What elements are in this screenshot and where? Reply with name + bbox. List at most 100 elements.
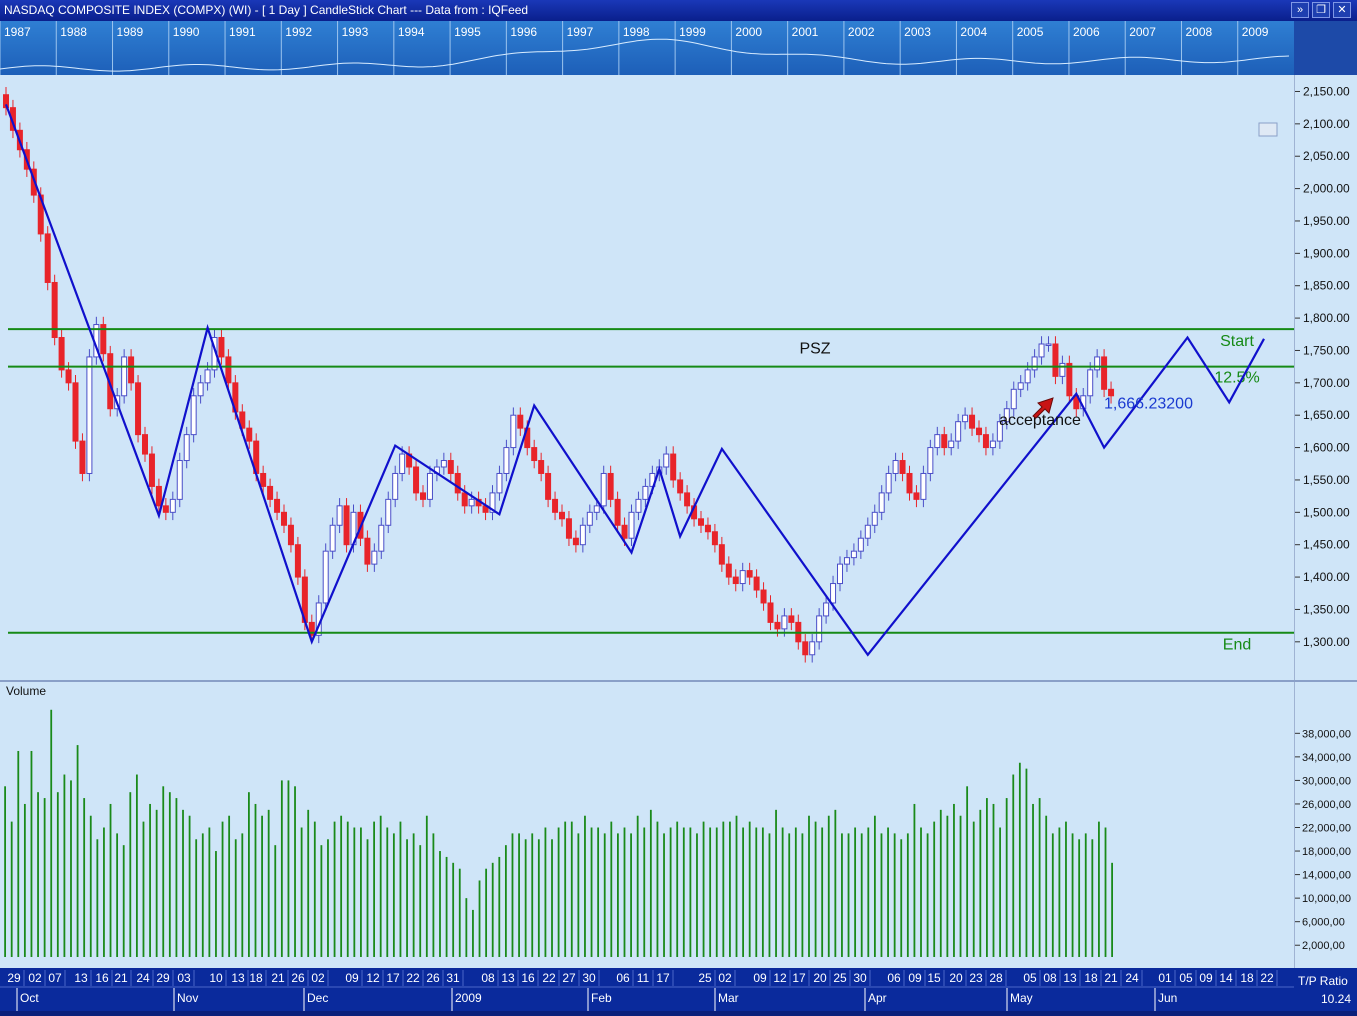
candle-body — [308, 621, 315, 636]
day-label: 09 — [345, 971, 359, 985]
month-label: Dec — [307, 991, 328, 1005]
candle-body — [663, 453, 670, 468]
overview-chart: 1987 1988 1989 1990 1991 1992 1993 1994 1995 1996… — [0, 21, 1290, 75]
volume-bar — [1111, 862, 1113, 957]
window-title: NASDAQ COMPOSITE INDEX (COMPX) (WI) - [ … — [4, 3, 529, 17]
chart-settings-icon — [1258, 122, 1278, 137]
volume-bar — [748, 821, 751, 957]
day-label: 18 — [249, 971, 263, 985]
volume-bar — [1012, 774, 1015, 957]
candle-body — [86, 356, 93, 474]
panel-divider[interactable] — [0, 680, 1357, 682]
day-label: 30 — [582, 971, 596, 985]
day-label: 25 — [698, 971, 712, 985]
volume-title: Volume — [6, 684, 46, 698]
overview-year-label: 1992 — [285, 25, 312, 39]
candle-body — [447, 460, 454, 474]
volume-bar — [182, 809, 184, 957]
volume-bar — [537, 839, 540, 957]
candle-body — [670, 453, 677, 481]
volume-bar — [966, 786, 969, 957]
close-icon[interactable]: ✕ — [1333, 2, 1351, 18]
volume-axis[interactable]: 2,000,00 6,000,00 10,000,00 14,000,00 18,000… — [1294, 682, 1357, 968]
price-axis[interactable]: 1,300.00 1,350.00 1,400.00 1,450.00 1,500.00… — [1294, 75, 1357, 680]
candle-body — [552, 498, 559, 513]
volume-panel[interactable]: Volume — [0, 682, 1294, 968]
day-label: 26 — [426, 971, 440, 985]
candle-body — [899, 460, 906, 474]
candle-body — [72, 382, 79, 442]
candle-body — [572, 537, 579, 546]
day-label: 27 — [562, 971, 576, 985]
candle-body — [1045, 343, 1052, 346]
day-label: 22 — [1260, 971, 1274, 985]
volume-tick-label: 38,000,00 — [1302, 728, 1351, 740]
volume-tick-label: 10,000,00 — [1302, 893, 1351, 905]
time-axis[interactable]: 29 02 07 13 16 21 24 29 03 10 13 18 21 26 02 09 12 17 22 26… — [0, 968, 1294, 1011]
day-label: 09 — [908, 971, 922, 985]
candle-body — [621, 524, 628, 539]
volume-bar — [392, 833, 395, 957]
day-label: 21 — [114, 971, 128, 985]
candle-body — [885, 472, 892, 494]
overview-strip[interactable]: 1987 1988 1989 1990 1991 1992 1993 1994 1995 1996… — [0, 21, 1294, 75]
candle-body — [461, 492, 468, 507]
volume-bar — [827, 815, 830, 957]
volume-bar — [900, 839, 903, 957]
volume-bar — [267, 809, 270, 957]
candle-body — [1024, 369, 1031, 384]
day-label: 31 — [446, 971, 460, 985]
price-tick-label: 2,100.00 — [1303, 117, 1350, 131]
day-label: 29 — [7, 971, 21, 985]
volume-bar — [1098, 821, 1100, 957]
candle-body — [142, 434, 148, 455]
level-label: Start — [1220, 333, 1254, 350]
volume-bar — [175, 798, 178, 957]
candle-body — [718, 544, 725, 565]
day-label: 05 — [1023, 971, 1037, 985]
volume-bar — [814, 821, 817, 957]
volume-bar — [1091, 839, 1094, 957]
day-label: 11 — [637, 971, 650, 985]
volume-bar — [920, 827, 922, 957]
candle-body — [1038, 343, 1045, 358]
candle-body — [962, 414, 969, 423]
volume-bar — [76, 745, 79, 957]
day-label: 29 — [156, 971, 170, 985]
candle-body — [281, 511, 287, 526]
day-label: 10 — [209, 971, 223, 985]
day-label: 18 — [1240, 971, 1254, 985]
volume-tick-label: 18,000,00 — [1302, 846, 1351, 858]
volume-bar — [841, 833, 843, 957]
day-label: 09 — [1199, 971, 1213, 985]
candle-body — [148, 453, 155, 487]
candle-body — [545, 472, 552, 500]
candle-body — [378, 524, 385, 552]
day-label: 17 — [656, 971, 670, 985]
candle-body — [934, 434, 941, 449]
volume-bar — [557, 827, 560, 957]
volume-bar — [933, 821, 936, 957]
price-panel[interactable]: Start 12.5% End PSZ acceptance 1,666.23200 — [0, 75, 1294, 680]
candle-body — [503, 447, 510, 474]
day-label: 08 — [481, 971, 495, 985]
overview-year-label: 1999 — [679, 25, 706, 39]
candle-body — [343, 505, 350, 546]
candle-body — [107, 353, 114, 410]
candle-body — [642, 485, 649, 500]
day-label: 02 — [28, 971, 42, 985]
restore-icon[interactable]: » — [1291, 2, 1309, 18]
candle-body — [788, 615, 795, 623]
volume-bar — [926, 833, 929, 957]
candle-body — [1031, 356, 1038, 371]
acceptance-label: acceptance — [999, 412, 1081, 429]
window-title-bar: NASDAQ COMPOSITE INDEX (COMPX) (WI) - [ … — [0, 0, 1357, 21]
candle-body — [677, 479, 684, 494]
candle-body — [385, 498, 392, 526]
volume-bar — [854, 827, 857, 957]
volume-bar — [386, 827, 389, 957]
volume-bar — [360, 827, 362, 957]
candle-body — [802, 641, 809, 656]
candle-body — [850, 550, 857, 559]
maximize-icon[interactable]: ❐ — [1312, 2, 1330, 18]
